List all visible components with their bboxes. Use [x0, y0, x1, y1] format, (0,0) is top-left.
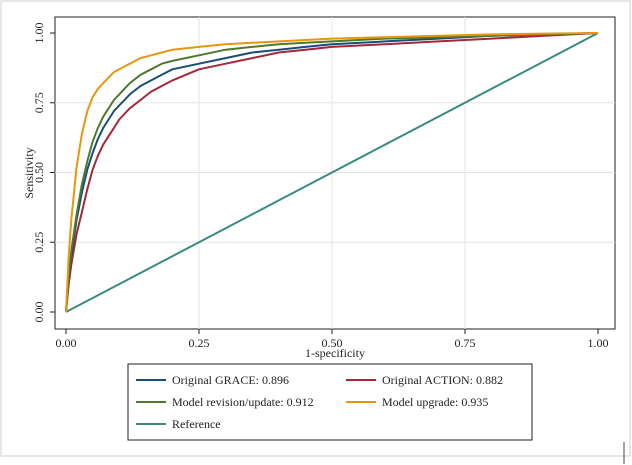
series-line-original-action — [65, 32, 599, 313]
y-tick-label: 1.00 — [32, 23, 46, 44]
tick-labels: 0.00 0.25 0.50 0.75 1.00 0.00 0.25 0.50 0.75 1.00 — [32, 23, 609, 351]
y-tick-label: 0.25 — [32, 232, 46, 253]
legend: Original GRACE: 0.896 Original ACTION: 0.… — [127, 363, 533, 441]
x-tick-label: 0.50 — [322, 336, 343, 350]
x-tick-label: 0.25 — [189, 336, 210, 350]
y-tick-label: 0.75 — [32, 92, 46, 113]
legend-label: Reference — [172, 417, 221, 431]
legend-label: Original GRACE: 0.896 — [172, 373, 289, 387]
y-tick-label: 0.50 — [32, 162, 46, 183]
series-line-model-revision-update — [65, 32, 599, 313]
axis-ticks — [50, 32, 599, 334]
legend-label: Model upgrade: 0.935 — [382, 395, 488, 409]
x-tick-label: 1.00 — [588, 336, 609, 350]
series-line-reference — [65, 32, 599, 313]
x-axis-title: 1-specificity — [305, 346, 365, 360]
y-tick-label: 0.00 — [32, 302, 46, 323]
x-tick-label: 0.75 — [455, 336, 476, 350]
series-line-model-upgrade — [65, 32, 599, 313]
series-lines — [65, 32, 599, 313]
legend-box — [127, 363, 533, 441]
x-tick-label: 0.00 — [56, 336, 77, 350]
legend-label: Model revision/update: 0.912 — [172, 395, 314, 409]
legend-label: Original ACTION: 0.882 — [382, 373, 503, 387]
y-axis-title: Sensitivity — [22, 147, 36, 198]
series-line-original-grace — [65, 32, 599, 313]
